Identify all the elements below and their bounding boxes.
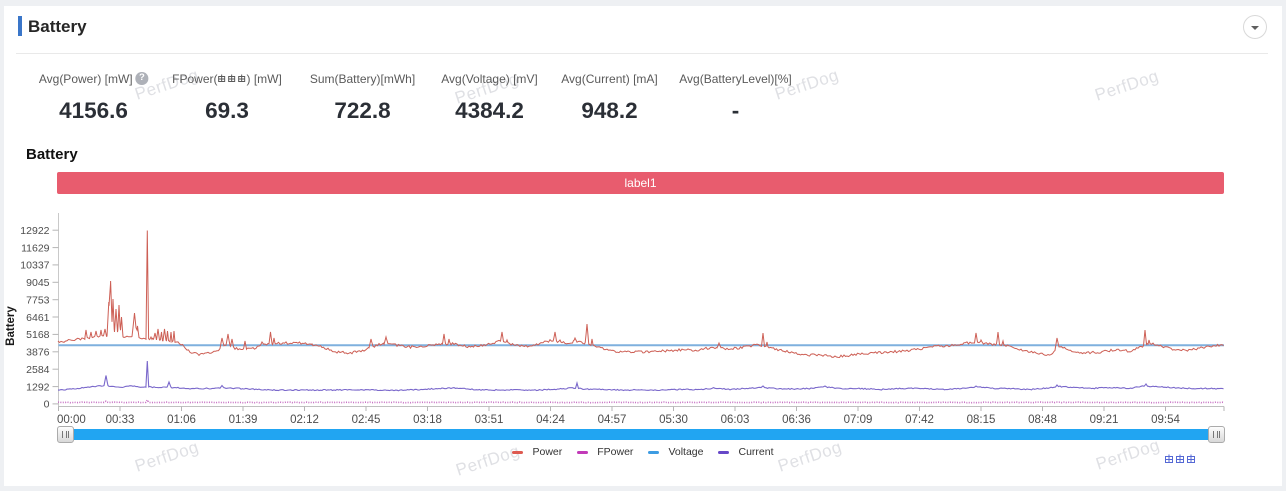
svg-text:3876: 3876 <box>26 347 50 359</box>
svg-text:2584: 2584 <box>26 364 50 376</box>
svg-text:05:30: 05:30 <box>659 414 688 426</box>
svg-text:07:09: 07:09 <box>844 414 873 426</box>
svg-text:12922: 12922 <box>20 225 49 237</box>
svg-text:7753: 7753 <box>26 295 50 307</box>
svg-text:03:51: 03:51 <box>475 414 504 426</box>
svg-text:1292: 1292 <box>26 381 50 393</box>
svg-text:09:54: 09:54 <box>1151 414 1180 426</box>
svg-text:06:03: 06:03 <box>721 414 750 426</box>
svg-text:02:45: 02:45 <box>352 414 381 426</box>
svg-text:0: 0 <box>44 399 50 411</box>
svg-text:07:42: 07:42 <box>905 414 934 426</box>
svg-text:04:57: 04:57 <box>598 414 627 426</box>
svg-text:10337: 10337 <box>20 260 49 272</box>
svg-text:06:36: 06:36 <box>782 414 811 426</box>
svg-text:04:24: 04:24 <box>536 414 565 426</box>
svg-text:00:00: 00:00 <box>57 414 86 426</box>
svg-text:5168: 5168 <box>26 329 50 341</box>
svg-text:11629: 11629 <box>21 242 50 254</box>
svg-text:09:21: 09:21 <box>1090 414 1119 426</box>
svg-text:01:39: 01:39 <box>229 414 258 426</box>
svg-text:08:15: 08:15 <box>967 414 996 426</box>
svg-text:6461: 6461 <box>26 312 50 324</box>
svg-text:03:18: 03:18 <box>413 414 442 426</box>
svg-text:02:12: 02:12 <box>290 414 319 426</box>
svg-text:9045: 9045 <box>26 277 50 289</box>
svg-text:00:33: 00:33 <box>106 414 135 426</box>
svg-text:01:06: 01:06 <box>167 414 196 426</box>
svg-text:08:48: 08:48 <box>1028 414 1057 426</box>
